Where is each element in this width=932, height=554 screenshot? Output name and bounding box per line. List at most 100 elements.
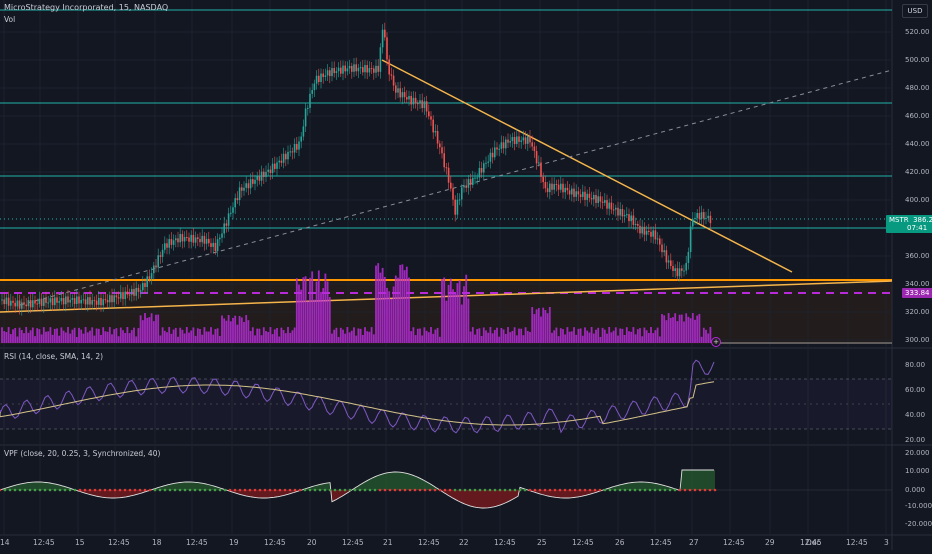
vpf-dot [663,488,667,492]
vpf-dot [83,488,87,492]
volume-bar [414,335,417,343]
volume-bar [3,331,6,343]
volume-bar [430,327,432,343]
volume-bar [163,330,166,343]
candle [604,200,606,203]
candle [452,188,454,200]
candle [258,176,261,181]
volume-bar [364,327,366,343]
volume-bar [216,328,219,343]
volume-bar [408,277,410,343]
volume-bar [271,334,274,343]
volume-bar [447,284,450,343]
volume-bar [658,336,661,343]
vpf-dot [668,488,672,492]
volume-bar [31,327,34,343]
candle [533,146,536,152]
candle [287,151,289,160]
vpf-dot [108,488,112,492]
price-tag-countdown: 07:41 [907,224,928,232]
candle [527,136,529,144]
candle [168,239,170,248]
vpf-dot [558,488,562,492]
candle [412,97,415,105]
volume-bar [185,327,188,343]
vpf-line [0,469,714,509]
candle [210,243,212,247]
volume-bar [586,330,589,343]
vpf-dot [298,488,302,492]
candle [21,302,23,309]
candle [386,37,388,60]
candle [681,268,683,271]
candle [373,68,375,73]
candle [692,219,694,227]
volume-bar [298,284,300,343]
candle [148,276,151,279]
volume-bar [388,291,391,343]
candle [676,268,679,277]
candle [225,223,228,226]
candle [425,101,428,112]
volume-bar [617,335,619,343]
volume-bar [663,315,666,343]
volume-bar [320,291,322,343]
volume-bar [115,328,118,343]
volume-bar [614,327,617,343]
volume-bar [97,328,100,343]
volume-bar [161,327,164,343]
volume-bar [375,265,377,343]
candle [271,163,274,174]
volume-bar [260,335,263,343]
volume-bar [566,327,569,343]
volume-bar [339,327,342,343]
vpf-dot [33,488,37,492]
vpf-dot [713,488,717,492]
candle [667,260,670,263]
candle [370,68,373,70]
volume-bar [295,278,298,343]
candle [637,223,639,226]
candle [456,199,459,215]
volume-bar [311,271,314,343]
volume-bar [124,332,127,343]
time-axis-label: 12:45 [342,538,364,547]
vpf-dot [198,488,202,492]
volume-bar [685,313,688,343]
candle [663,250,665,253]
candle [645,230,648,235]
candle [474,177,476,179]
candle [223,223,225,234]
volume-bar [106,331,109,343]
volume-bar [60,327,63,343]
vpf-dot [428,488,432,492]
plus-icon[interactable]: + [711,337,721,347]
vpf-dot [158,488,162,492]
volume-bar [361,334,364,343]
candle [80,299,82,304]
candle [219,237,221,240]
volume-bar [34,336,36,343]
vpf-dot [688,488,692,492]
candle [36,303,38,305]
vpf-dot [218,488,222,492]
currency-button[interactable]: USD [902,4,928,18]
candle [102,299,104,306]
candle [650,231,652,237]
volume-bar [573,327,575,343]
candle [366,65,368,73]
candle [522,137,525,141]
vpf-dot [423,488,427,492]
volume-bar [531,307,534,343]
candle [78,296,80,304]
candle [249,179,252,189]
vpf-dot [388,488,392,492]
candle [23,302,25,305]
vpf-dot [58,488,62,492]
vpf-dot [633,488,637,492]
volume-bar [504,333,507,343]
vpf-dot [278,488,282,492]
volume-bar [553,330,556,343]
